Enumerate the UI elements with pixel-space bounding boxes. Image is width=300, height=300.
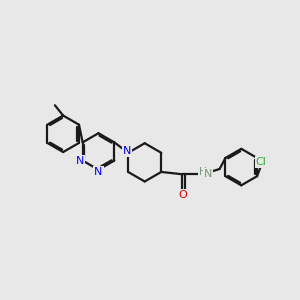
Text: Cl: Cl [256, 157, 266, 167]
Text: N: N [76, 156, 85, 166]
Text: H: H [199, 167, 207, 177]
Text: N: N [123, 146, 131, 156]
Text: N: N [94, 167, 103, 177]
Text: O: O [178, 190, 187, 200]
Text: N: N [204, 169, 212, 179]
